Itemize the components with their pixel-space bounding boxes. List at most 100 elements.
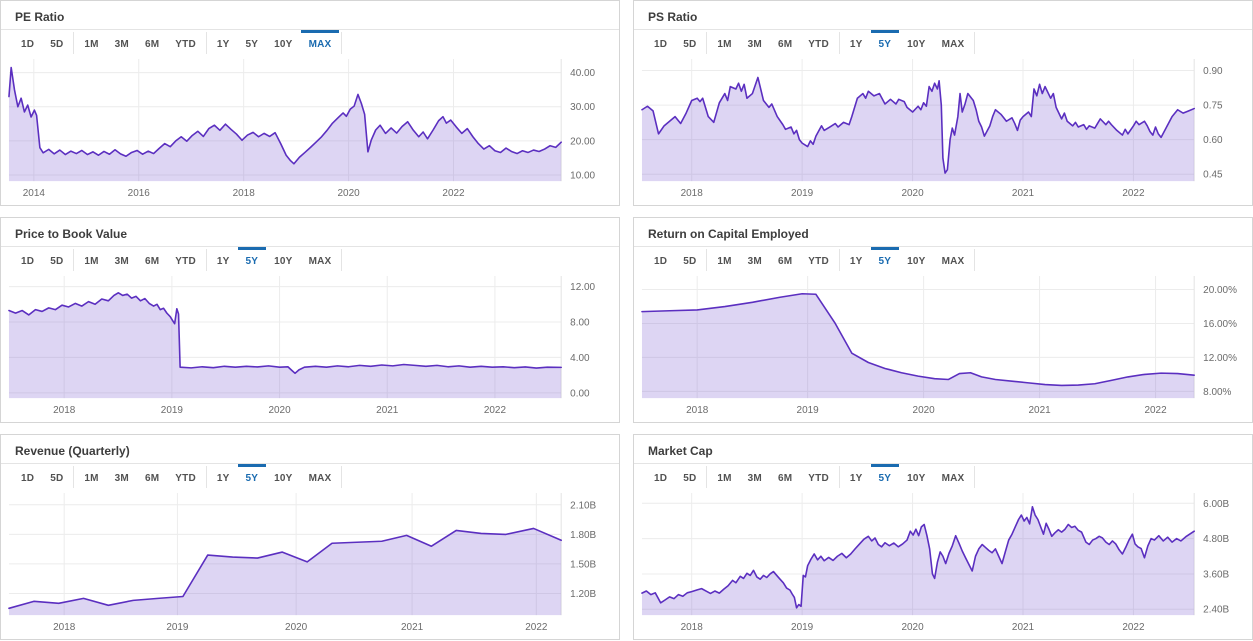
- range-button-max[interactable]: MAX: [301, 464, 340, 490]
- range-button-3m[interactable]: 3M: [107, 464, 137, 490]
- range-button-3m[interactable]: 3M: [107, 247, 137, 273]
- series-line-revenue-quarterly: [8, 527, 562, 610]
- range-button-1d[interactable]: 1D: [646, 464, 675, 490]
- y-tick-label: 1.20B: [570, 589, 596, 600]
- chart-plot-price-to-book-value[interactable]: 12.00 8.00 4.00 0.00 2018 2019 2020 2021 2022: [1, 273, 619, 422]
- range-button-1d[interactable]: 1D: [13, 464, 42, 490]
- range-button-6m[interactable]: 6M: [137, 247, 167, 273]
- range-button-ytd[interactable]: YTD: [167, 464, 204, 490]
- toolbar-separator: [341, 32, 343, 54]
- grid-lines: [641, 275, 1195, 399]
- x-tick-label: 2018: [681, 188, 704, 199]
- range-button-10y[interactable]: 10Y: [266, 464, 300, 490]
- range-button-5y[interactable]: 5Y: [238, 30, 267, 56]
- range-button-3m[interactable]: 3M: [740, 30, 770, 56]
- chart-plot-pe-ratio[interactable]: 40.00 30.00 20.00 10.00 2014 2016 2018 2020 2022: [1, 56, 619, 205]
- range-button-1m[interactable]: 1M: [709, 464, 739, 490]
- range-button-max[interactable]: MAX: [934, 30, 973, 56]
- x-tick-label: 2014: [23, 188, 46, 199]
- range-button-1m[interactable]: 1M: [709, 247, 739, 273]
- x-tick-label: 2020: [901, 622, 924, 633]
- range-button-6m[interactable]: 6M: [137, 30, 167, 56]
- x-tick-label: 2022: [484, 405, 507, 416]
- y-tick-label: 12.00: [570, 282, 595, 293]
- x-tick-label: 2019: [791, 188, 814, 199]
- range-button-5d[interactable]: 5D: [42, 247, 71, 273]
- range-toolbar: 1D 5D 1M 3M 6M YTD 1Y 5Y 10Y MAX: [634, 30, 1252, 56]
- range-button-ytd[interactable]: YTD: [167, 30, 204, 56]
- range-button-5y[interactable]: 5Y: [238, 464, 267, 490]
- range-button-6m[interactable]: 6M: [770, 30, 800, 56]
- x-tick-label: 2019: [797, 405, 820, 416]
- range-button-1y[interactable]: 1Y: [209, 247, 238, 273]
- range-button-1y[interactable]: 1Y: [842, 464, 871, 490]
- range-button-ytd[interactable]: YTD: [800, 247, 837, 273]
- range-button-5y[interactable]: 5Y: [871, 464, 900, 490]
- range-button-3m[interactable]: 3M: [740, 247, 770, 273]
- y-tick-label: 10.00: [570, 171, 595, 182]
- chart-card-return-on-capital-employed: Return on Capital Employed 1D 5D 1M 3M 6M YTD…: [633, 217, 1253, 423]
- toolbar-separator: [838, 466, 840, 488]
- x-tick-label: 2021: [1012, 622, 1035, 633]
- range-button-6m[interactable]: 6M: [770, 247, 800, 273]
- chart-plot-revenue-quarterly[interactable]: 2.10B 1.80B 1.50B 1.20B 2018 2019 2020 2021 2022: [1, 490, 619, 639]
- chart-plot-market-cap[interactable]: 6.00B 4.80B 3.60B 2.40B 2018 2019 2020 2021 2022: [634, 490, 1252, 639]
- range-button-5d[interactable]: 5D: [675, 247, 704, 273]
- range-button-10y[interactable]: 10Y: [899, 464, 933, 490]
- x-tick-label: 2022: [1144, 405, 1167, 416]
- range-button-max[interactable]: MAX: [301, 247, 340, 273]
- range-button-ytd[interactable]: YTD: [167, 247, 204, 273]
- range-button-6m[interactable]: 6M: [137, 464, 167, 490]
- chart-card-price-to-book-value: Price to Book Value 1D 5D 1M 3M 6M YTD 1Y 5Y 10Y…: [0, 217, 620, 423]
- range-button-1m[interactable]: 1M: [76, 247, 106, 273]
- range-button-10y[interactable]: 10Y: [899, 247, 933, 273]
- range-button-max[interactable]: MAX: [934, 464, 973, 490]
- range-button-10y[interactable]: 10Y: [266, 30, 300, 56]
- y-tick-label: 2.10B: [570, 500, 596, 511]
- range-button-10y[interactable]: 10Y: [899, 30, 933, 56]
- x-axis-labels: 2014 2016 2018 2020 2022: [23, 188, 465, 199]
- range-button-5d[interactable]: 5D: [675, 464, 704, 490]
- range-button-1y[interactable]: 1Y: [842, 247, 871, 273]
- range-button-10y[interactable]: 10Y: [266, 247, 300, 273]
- range-button-1y[interactable]: 1Y: [842, 30, 871, 56]
- range-button-1m[interactable]: 1M: [709, 30, 739, 56]
- chart-title: Price to Book Value: [1, 218, 619, 247]
- chart-plot-return-on-capital-employed[interactable]: 20.00%16.00%12.00%8.00%2018 2019 2020 2021 2…: [634, 273, 1252, 422]
- range-button-max[interactable]: MAX: [301, 30, 340, 56]
- x-tick-label: 2020: [338, 188, 361, 199]
- chart-title: PS Ratio: [634, 1, 1252, 30]
- range-button-3m[interactable]: 3M: [107, 30, 137, 56]
- range-button-max[interactable]: MAX: [934, 247, 973, 273]
- range-button-5d[interactable]: 5D: [675, 30, 704, 56]
- chart-title: Revenue (Quarterly): [1, 435, 619, 464]
- range-button-ytd[interactable]: YTD: [800, 464, 837, 490]
- chart-plot-ps-ratio[interactable]: 0.90 0.75 0.60 0.45 2018 2019 2020 2021 2022: [634, 56, 1252, 205]
- range-button-1d[interactable]: 1D: [646, 30, 675, 56]
- range-button-5y[interactable]: 5Y: [871, 30, 900, 56]
- range-button-5y[interactable]: 5Y: [871, 247, 900, 273]
- range-button-1d[interactable]: 1D: [13, 247, 42, 273]
- chart-card-revenue-quarterly: Revenue (Quarterly) 1D 5D 1M 3M 6M YTD 1Y 5Y 10Y…: [0, 434, 620, 640]
- range-button-5d[interactable]: 5D: [42, 30, 71, 56]
- range-button-1m[interactable]: 1M: [76, 464, 106, 490]
- toolbar-separator: [706, 466, 708, 488]
- range-toolbar: 1D 5D 1M 3M 6M YTD 1Y 5Y 10Y MAX: [634, 464, 1252, 490]
- range-button-1d[interactable]: 1D: [646, 247, 675, 273]
- range-button-5y[interactable]: 5Y: [238, 247, 267, 273]
- range-toolbar: 1D 5D 1M 3M 6M YTD 1Y 5Y 10Y MAX: [634, 247, 1252, 273]
- range-button-6m[interactable]: 6M: [770, 464, 800, 490]
- x-tick-label: 2018: [686, 405, 709, 416]
- grid-lines: [641, 492, 1195, 616]
- range-button-1y[interactable]: 1Y: [209, 464, 238, 490]
- range-button-1d[interactable]: 1D: [13, 30, 42, 56]
- range-button-5d[interactable]: 5D: [42, 464, 71, 490]
- range-button-3m[interactable]: 3M: [740, 464, 770, 490]
- area-fill-market-cap: [641, 506, 1195, 616]
- range-button-1y[interactable]: 1Y: [209, 30, 238, 56]
- chart-title: Return on Capital Employed: [634, 218, 1252, 247]
- range-button-ytd[interactable]: YTD: [800, 30, 837, 56]
- area-fill-ps-ratio: [641, 77, 1195, 182]
- y-tick-label: 2.40B: [1203, 605, 1229, 616]
- range-button-1m[interactable]: 1M: [76, 30, 106, 56]
